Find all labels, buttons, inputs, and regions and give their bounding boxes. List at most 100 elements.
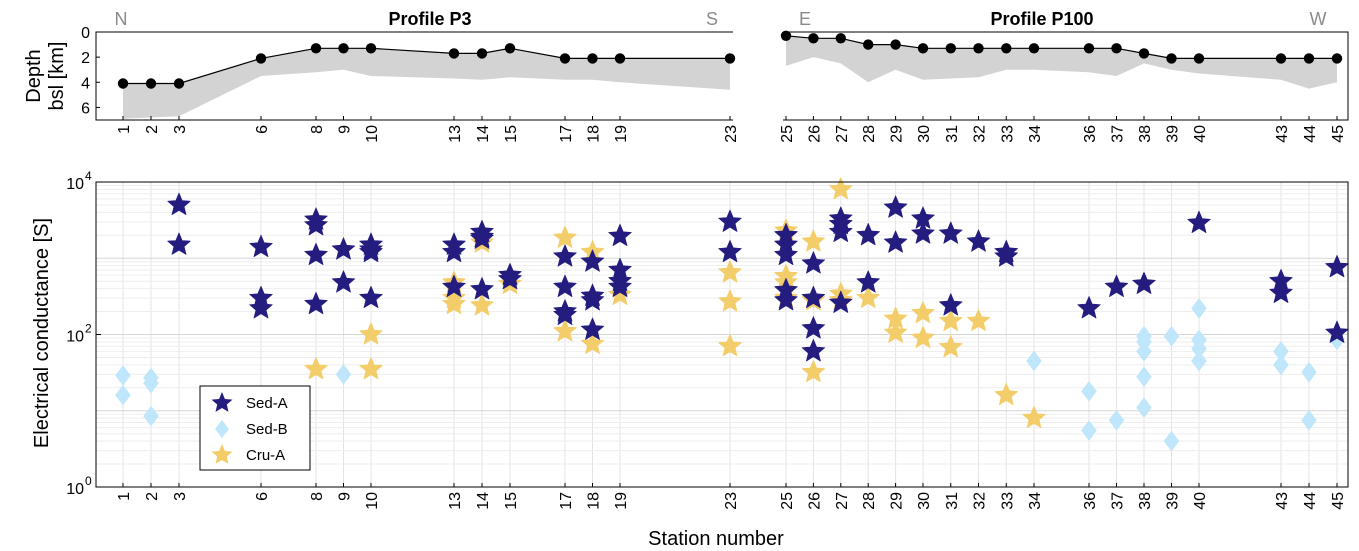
point-sed-a bbox=[801, 316, 826, 339]
station-tick-label: 10 bbox=[364, 125, 381, 143]
station-tick-label: 26 bbox=[806, 125, 823, 143]
point-sed-a bbox=[249, 296, 273, 319]
point-sed-b bbox=[1136, 366, 1152, 388]
cond-ytick-label: 10 bbox=[66, 329, 84, 346]
point-sed-a bbox=[883, 230, 908, 253]
station-tick-label: 32 bbox=[972, 125, 989, 143]
depth-point-station-30 bbox=[917, 43, 929, 54]
point-sed-a bbox=[359, 285, 383, 309]
point-cru-a bbox=[994, 382, 1019, 406]
station-tick-label: 33 bbox=[999, 125, 1016, 143]
depth-point-station-19 bbox=[614, 53, 626, 64]
station-tick-label: 31 bbox=[944, 125, 961, 143]
point-cru-a bbox=[718, 289, 742, 312]
depth-point-station-45 bbox=[1331, 53, 1343, 64]
point-sed-a bbox=[304, 213, 328, 236]
point-cru-a bbox=[801, 229, 826, 252]
depth-point-station-3 bbox=[173, 78, 185, 89]
point-cru-a bbox=[883, 320, 908, 343]
station-tick-label: 15 bbox=[503, 125, 520, 143]
profile-p100-title: Profile P100 bbox=[990, 9, 1093, 29]
depth-point-station-25 bbox=[780, 30, 792, 41]
point-sed-a bbox=[1325, 320, 1349, 343]
station-tick-label: 8 bbox=[309, 125, 326, 134]
point-sed-a bbox=[167, 232, 191, 255]
conductance-xlabel: Station number bbox=[648, 528, 784, 550]
station-tick-label: 3 bbox=[172, 492, 189, 501]
legend-label-sed-a: Sed-A bbox=[246, 395, 288, 412]
point-sed-a bbox=[966, 229, 991, 252]
station-tick-label: 14 bbox=[475, 492, 492, 510]
cond-ytick-label: 10 bbox=[66, 481, 84, 498]
depth-point-station-29 bbox=[890, 39, 901, 50]
station-tick-label: 45 bbox=[1330, 125, 1347, 143]
station-tick-label: 15 bbox=[503, 492, 520, 510]
station-tick-label: 17 bbox=[558, 492, 575, 510]
point-cru-a bbox=[938, 308, 963, 332]
station-tick-label: 9 bbox=[337, 125, 354, 134]
depth-point-station-26 bbox=[808, 33, 819, 44]
station-tick-label: 27 bbox=[834, 125, 851, 143]
depth-point-station-2 bbox=[145, 78, 157, 89]
point-cru-a bbox=[718, 260, 742, 283]
station-tick-label: 30 bbox=[916, 492, 933, 510]
station-tick-label: 37 bbox=[1110, 492, 1127, 510]
depth-ytick-label: 4 bbox=[81, 75, 90, 92]
point-sed-a bbox=[580, 249, 605, 272]
depth-point-station-34 bbox=[1028, 43, 1040, 54]
depth-ytick-label: 6 bbox=[81, 100, 90, 117]
station-tick-label: 32 bbox=[972, 492, 989, 510]
point-sed-a bbox=[774, 288, 798, 311]
depth-point-station-8 bbox=[310, 43, 322, 54]
station-tick-label: 29 bbox=[889, 125, 906, 143]
station-tick-label: 19 bbox=[613, 492, 630, 510]
point-cru-a bbox=[359, 322, 383, 345]
station-tick-label: 33 bbox=[999, 492, 1016, 510]
point-sed-a bbox=[249, 234, 273, 258]
point-sed-a bbox=[829, 290, 853, 313]
point-cru-a bbox=[966, 308, 991, 332]
conductance-ylabel: Electrical conductance [S] bbox=[31, 218, 53, 448]
depth-point-station-13 bbox=[448, 48, 460, 59]
point-sed-a bbox=[938, 293, 963, 316]
point-cru-a bbox=[442, 291, 466, 315]
depth-point-station-10 bbox=[365, 43, 377, 54]
station-tick-label: 43 bbox=[1274, 125, 1291, 143]
depth-point-station-33 bbox=[1001, 43, 1012, 54]
point-sed-a bbox=[1269, 280, 1293, 304]
point-sed-b bbox=[1081, 380, 1097, 402]
station-tick-label: 18 bbox=[586, 125, 603, 143]
point-sed-a bbox=[1187, 210, 1211, 233]
point-sed-b bbox=[115, 384, 131, 406]
depth-ytick-label: 0 bbox=[81, 25, 90, 42]
point-cru-a bbox=[911, 325, 935, 349]
point-sed-a bbox=[304, 242, 328, 266]
legend-label-sed-b: Sed-B bbox=[246, 421, 288, 438]
station-tick-label: 6 bbox=[254, 492, 271, 501]
point-sed-a bbox=[331, 237, 356, 260]
point-sed-b bbox=[143, 372, 159, 394]
station-tick-label: 13 bbox=[447, 125, 464, 143]
orientation-label-w: W bbox=[1310, 9, 1327, 29]
cond-ytick-exponent: 2 bbox=[85, 322, 92, 336]
legend-label-cru-a: Cru-A bbox=[246, 447, 285, 464]
station-tick-label: 44 bbox=[1302, 492, 1319, 510]
depth-point-station-17 bbox=[559, 53, 571, 64]
depth-point-station-31 bbox=[945, 43, 956, 54]
depth-ylabel-line2: bsl [km] bbox=[46, 42, 68, 111]
point-cru-a bbox=[829, 177, 853, 200]
station-tick-label: 45 bbox=[1330, 492, 1347, 510]
depth-point-station-27 bbox=[835, 33, 846, 44]
depth-point-station-28 bbox=[863, 39, 874, 50]
depth-point-station-44 bbox=[1303, 53, 1315, 64]
depth-point-station-40 bbox=[1193, 53, 1205, 64]
station-tick-label: 19 bbox=[613, 125, 630, 143]
point-sed-a bbox=[580, 317, 605, 340]
point-cru-a bbox=[718, 333, 742, 357]
point-cru-a bbox=[359, 356, 383, 380]
point-sed-b bbox=[1108, 409, 1125, 431]
cond-ytick-label: 10 bbox=[66, 176, 84, 193]
station-tick-label: 27 bbox=[834, 492, 851, 510]
station-tick-label: 8 bbox=[309, 492, 326, 501]
